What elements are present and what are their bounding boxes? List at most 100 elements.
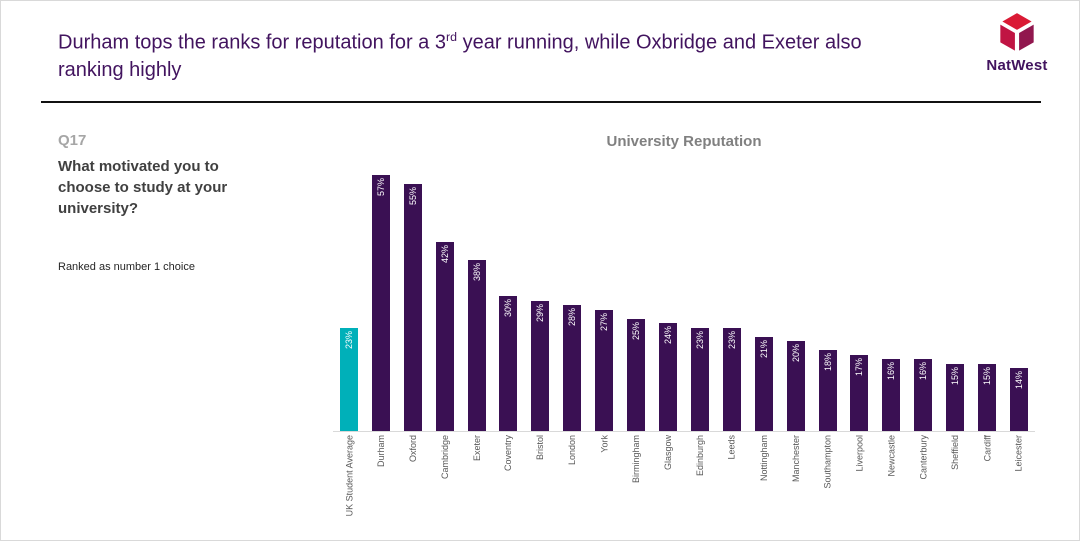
bar-slot-glasgow: 24%	[652, 158, 684, 431]
x-axis-label-exeter: Exeter	[471, 435, 482, 462]
bar-slot-sheffield: 15%	[939, 158, 971, 431]
x-axis-label-cell: Newcastle	[875, 432, 907, 534]
bar-edinburgh: 23%	[690, 327, 709, 431]
x-axis-label-edinburgh: Edinburgh	[694, 435, 705, 477]
x-axis-label-cell: Birmingham	[620, 432, 652, 534]
x-axis-label-nottingham: Nottingham	[758, 435, 769, 482]
bar-slot-uk-student-average: 23%	[333, 158, 365, 431]
page-title-superscript: rd	[445, 30, 458, 44]
bar-slot-exeter: 38%	[461, 158, 493, 431]
question-number: Q17	[58, 132, 87, 149]
x-axis-label-canterbury: Canterbury	[918, 435, 929, 480]
x-axis-label-leicester: Leicester	[1013, 435, 1024, 472]
x-axis-label-cell: UK Student Average	[333, 432, 365, 534]
x-axis-label-coventry: Coventry	[503, 435, 514, 472]
bar-slot-newcastle: 16%	[875, 158, 907, 431]
bar-slot-manchester: 20%	[780, 158, 812, 431]
bar-value-label: 55%	[407, 186, 418, 205]
bar-value-label: 42%	[439, 245, 450, 264]
x-axis-label-cell: Cambridge	[429, 432, 461, 534]
bar-slot-york: 27%	[588, 158, 620, 431]
x-axis-label-cell: Coventry	[493, 432, 525, 534]
x-axis-label-southampton: Southampton	[822, 435, 833, 489]
x-axis-label-durham: Durham	[375, 435, 386, 468]
bar-slot-london: 28%	[556, 158, 588, 431]
bar-bristol: 29%	[531, 300, 550, 431]
bar-cambridge: 42%	[435, 242, 454, 431]
x-axis-label-cell: London	[556, 432, 588, 534]
x-axis-label-cardiff: Cardiff	[982, 435, 993, 462]
bars-row: 23% 57% 55% 42% 38% 30% 29% 28% 27% 25% 24% 23% 23% 2…	[333, 158, 1035, 432]
x-axis-label-glasgow: Glasgow	[663, 435, 674, 471]
x-axis-label-cell: York	[588, 432, 620, 534]
bar-slot-liverpool: 17%	[844, 158, 876, 431]
bar-value-label: 23%	[726, 330, 737, 349]
bar-exeter: 38%	[467, 260, 486, 431]
bar-cardiff: 15%	[978, 363, 997, 431]
natwest-logo: NatWest	[977, 13, 1057, 74]
bar-value-label: 24%	[663, 326, 674, 345]
x-axis-label-manchester: Manchester	[790, 435, 801, 483]
bar-manchester: 20%	[786, 341, 805, 431]
x-axis-label-cell: Sheffield	[939, 432, 971, 534]
x-axis-label-cell: Cardiff	[971, 432, 1003, 534]
bar-durham: 57%	[371, 174, 390, 431]
bar-slot-edinburgh: 23%	[684, 158, 716, 431]
question-panel: Q17 What motivated you to choose to stud…	[58, 132, 263, 273]
chart: University Reputation 23% 57% 55% 42% 38% 30%…	[333, 133, 1035, 534]
bar-sheffield: 15%	[946, 363, 965, 431]
bar-slot-nottingham: 21%	[748, 158, 780, 431]
x-axis-label-cell: Canterbury	[907, 432, 939, 534]
header: Durham tops the ranks for reputation for…	[1, 1, 1079, 84]
bar-value-label: 23%	[694, 330, 705, 349]
chart-title: University Reputation	[606, 133, 762, 150]
bar-value-label: 18%	[822, 353, 833, 372]
bar-value-label: 16%	[918, 362, 929, 381]
bar-value-label: 28%	[567, 308, 578, 327]
page-title: Durham tops the ranks for reputation for…	[58, 29, 918, 84]
bar-value-label: 25%	[631, 321, 642, 340]
bar-value-label: 21%	[758, 339, 769, 358]
bar-slot-durham: 57%	[365, 158, 397, 431]
bar-value-label: 38%	[471, 263, 482, 282]
natwest-cubes-icon	[977, 13, 1057, 55]
bar-london: 28%	[563, 305, 582, 431]
x-axis-label-leeds: Leeds	[726, 435, 737, 460]
page-title-text-2: year running, while Oxbridge and Exeter …	[58, 31, 862, 81]
x-axis-label-cell: Glasgow	[652, 432, 684, 534]
bar-newcastle: 16%	[882, 359, 901, 431]
title-divider	[41, 101, 1041, 103]
x-axis-label-cell: Bristol	[524, 432, 556, 534]
bar-southampton: 18%	[818, 350, 837, 431]
bar-nottingham: 21%	[754, 336, 773, 431]
bar-leicester: 14%	[1009, 368, 1028, 431]
bar-slot-birmingham: 25%	[620, 158, 652, 431]
bar-slot-coventry: 30%	[493, 158, 525, 431]
x-axis-label-liverpool: Liverpool	[854, 435, 865, 472]
bar-value-label: 16%	[886, 362, 897, 381]
x-axis-label-cell: Leicester	[1003, 432, 1035, 534]
x-axis-label-cell: Oxford	[397, 432, 429, 534]
x-axis-label-cell: Leeds	[716, 432, 748, 534]
x-axis-label-oxford: Oxford	[407, 435, 418, 463]
x-axis-label-cell: Nottingham	[748, 432, 780, 534]
question-text: What motivated you to choose to study at…	[58, 158, 228, 217]
bar-value-label: 17%	[854, 357, 865, 376]
x-axis-label-london: London	[567, 435, 578, 466]
bar-oxford: 55%	[403, 183, 422, 431]
bar-value-label: 15%	[982, 366, 993, 385]
bar-value-label: 23%	[343, 330, 354, 349]
bar-slot-oxford: 55%	[397, 158, 429, 431]
page-title-text-1: Durham tops the ranks for reputation for…	[58, 31, 446, 54]
bar-uk-student-average: 23%	[339, 327, 358, 431]
question-note: Ranked as number 1 choice	[58, 261, 195, 273]
x-axis-label-uk-student-average: UK Student Average	[343, 435, 354, 517]
bar-slot-cardiff: 15%	[971, 158, 1003, 431]
bar-canterbury: 16%	[914, 359, 933, 431]
bar-liverpool: 17%	[850, 354, 869, 431]
x-axis-label-cell: Liverpool	[844, 432, 876, 534]
bar-value-label: 15%	[950, 366, 961, 385]
x-axis-label-cell: Southampton	[812, 432, 844, 534]
x-axis-label-cambridge: Cambridge	[439, 435, 450, 480]
